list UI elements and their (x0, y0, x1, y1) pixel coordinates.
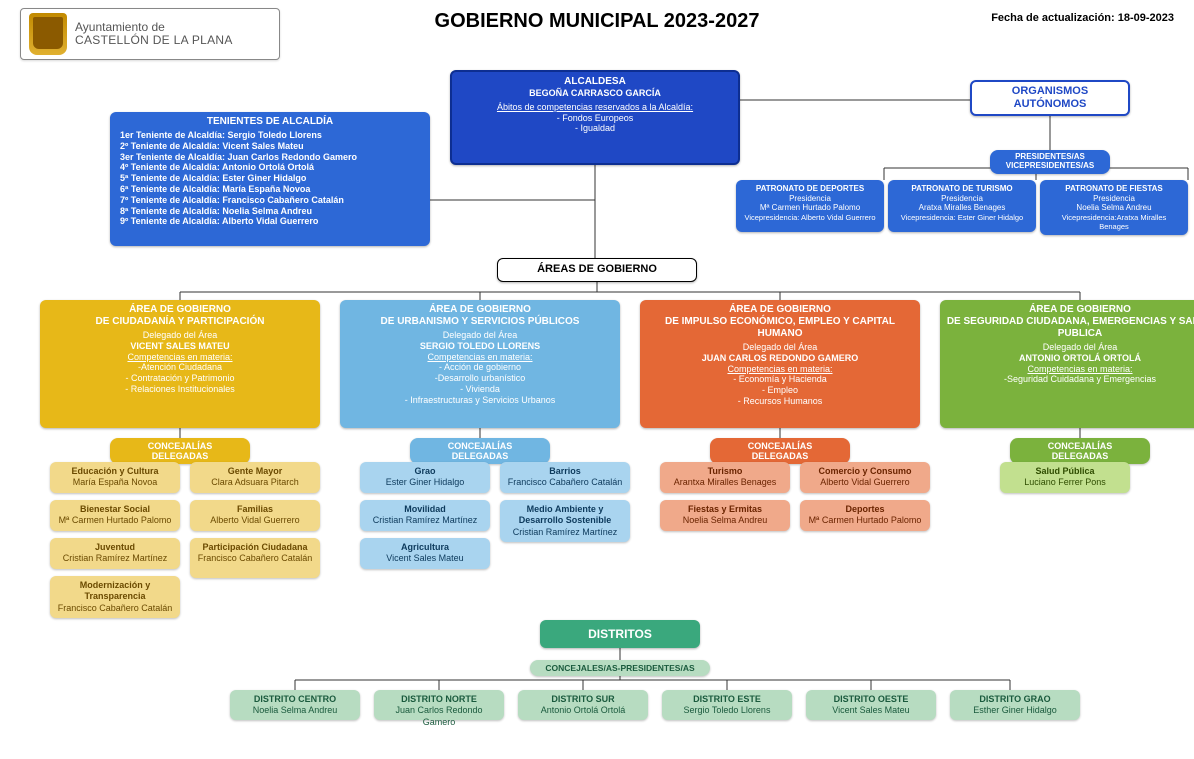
area-box-seguridad: ÁREA DE GOBIERNODE SEGURIDAD CIUDADANA, … (940, 300, 1194, 428)
organismos-pill: PRESIDENTES/AS VICEPRESIDENTES/AS (990, 150, 1110, 174)
update-date: Fecha de actualización: 18-09-2023 (991, 12, 1174, 24)
area-box-urbanismo: ÁREA DE GOBIERNODE URBANISMO Y SERVICIOS… (340, 300, 620, 428)
concejalias-pill-seguridad: CONCEJALÍAS DELEGADAS (1010, 438, 1150, 464)
concejalia-card: FamiliasAlberto Vidal Guerrero (190, 500, 320, 531)
distritos-title: DISTRITOS (540, 620, 700, 648)
concejalia-card: Medio Ambiente y Desarrollo SostenibleCr… (500, 500, 630, 542)
concejalia-card: Modernización y TransparenciaFrancisco C… (50, 576, 180, 618)
alcaldesa-box: ALCALDESABEGOÑA CARRASCO GARCÍA Ábitos d… (450, 70, 740, 165)
concejalia-card: Educación y CulturaMaría España Novoa (50, 462, 180, 493)
concejalia-card: BarriosFrancisco Cabañero Catalán (500, 462, 630, 493)
concejalia-card: GraoEster Giner Hidalgo (360, 462, 490, 493)
concejalia-card: Participación CiudadanaFrancisco Cabañer… (190, 538, 320, 578)
distrito-card: DISTRITO NORTEJuan Carlos Redondo Gamero (374, 690, 504, 720)
distritos-pill: CONCEJALES/AS-PRESIDENTES/AS (530, 660, 710, 676)
concejalia-card: DeportesMª Carmen Hurtado Palomo (800, 500, 930, 531)
concejalia-card: Fiestas y ErmitasNoelia Selma Andreu (660, 500, 790, 531)
area-box-economia: ÁREA DE GOBIERNODE IMPULSO ECONÓMICO, EM… (640, 300, 920, 428)
logo-line2: CASTELLÓN DE LA PLANA (75, 34, 233, 47)
concejalia-card: MovilidadCristian Ramírez Martínez (360, 500, 490, 531)
concejalia-card: TurismoArantxa Miralles Benages (660, 462, 790, 493)
tenientes-box: TENIENTES DE ALCALDÍA 1er Teniente de Al… (110, 112, 430, 246)
distrito-card: DISTRITO ESTESergio Toledo Llorens (662, 690, 792, 720)
distrito-card: DISTRITO SURAntonio Ortolá Ortolá (518, 690, 648, 720)
concejalia-card: Comercio y ConsumoAlberto Vidal Guerrero (800, 462, 930, 493)
areas-header: ÁREAS DE GOBIERNO (497, 258, 697, 282)
concejalia-card: AgriculturaVicent Sales Mateu (360, 538, 490, 569)
concejalias-pill-urbanismo: CONCEJALÍAS DELEGADAS (410, 438, 550, 464)
concejalia-card: Gente MayorClara Adsuara Pitarch (190, 462, 320, 493)
concejalias-pill-ciudadania: CONCEJALÍAS DELEGADAS (110, 438, 250, 464)
concejalia-card: JuventudCristian Ramírez Martínez (50, 538, 180, 569)
organismos-title: ORGANISMOS AUTÓNOMOS (970, 80, 1130, 116)
patronato-box: PATRONATO DE TURISMOPresidenciaAratxa Mi… (888, 180, 1036, 232)
concejalias-pill-economia: CONCEJALÍAS DELEGADAS (710, 438, 850, 464)
concejalia-card: Bienestar SocialMª Carmen Hurtado Palomo (50, 500, 180, 531)
concejalia-card: Salud PúblicaLuciano Ferrer Pons (1000, 462, 1130, 493)
patronato-box: PATRONATO DE DEPORTESPresidenciaMª Carme… (736, 180, 884, 232)
area-box-ciudadania: ÁREA DE GOBIERNODE CIUDADANÍA Y PARTICIP… (40, 300, 320, 428)
distrito-card: DISTRITO CENTRONoelia Selma Andreu (230, 690, 360, 720)
distrito-card: DISTRITO OESTEVicent Sales Mateu (806, 690, 936, 720)
distrito-card: DISTRITO GRAOEsther Giner Hidalgo (950, 690, 1080, 720)
patronato-box: PATRONATO DE FIESTASPresidenciaNoelia Se… (1040, 180, 1188, 235)
